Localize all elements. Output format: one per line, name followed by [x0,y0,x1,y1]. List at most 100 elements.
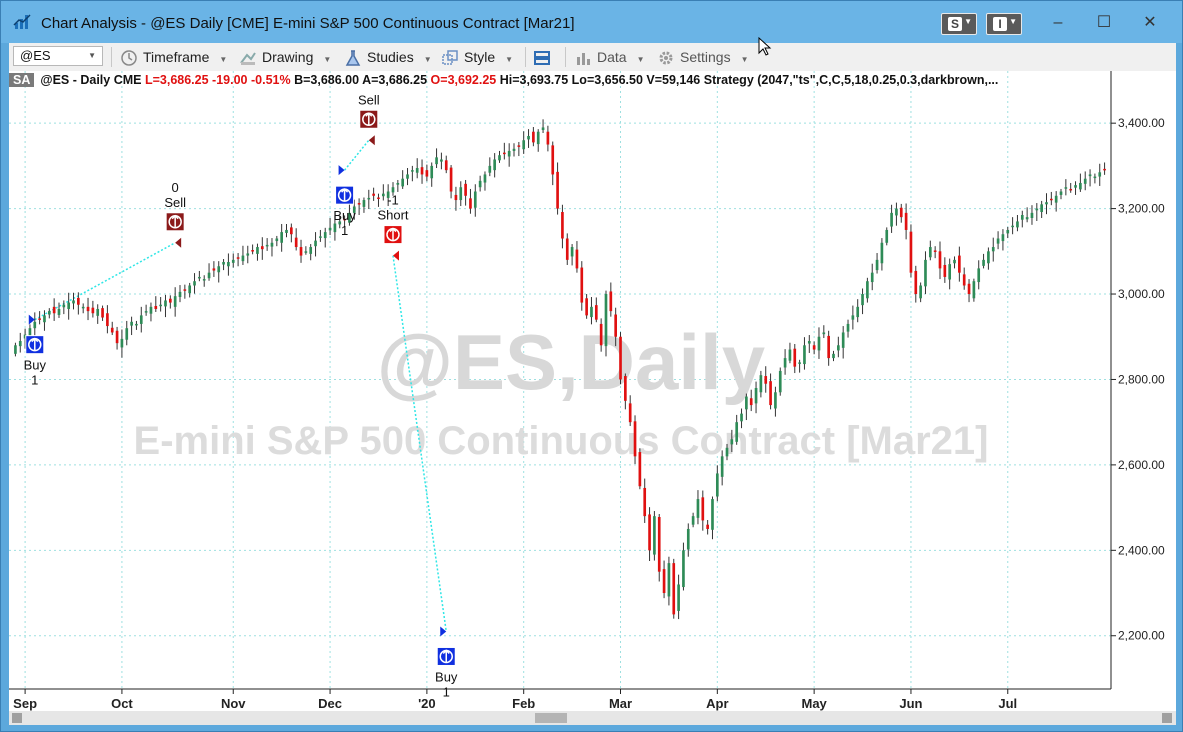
candle-up [948,264,952,280]
chevron-down-icon: ▼ [323,55,332,64]
studies-menu[interactable]: Studies ▼ [344,47,432,67]
clock-icon [121,50,137,67]
candle-up [972,281,976,299]
candle-down [899,207,903,218]
exit-arrow-icon [392,250,399,261]
maximize-button[interactable]: ☐ [1096,14,1112,31]
signal-label: Sell [358,92,380,107]
time-tick-label: Nov [221,696,246,711]
close-button[interactable]: ✕ [1143,14,1157,31]
candles [14,119,1106,620]
title-bar[interactable]: Chart Analysis - @ES Daily [CME] E-mini … [1,1,1182,43]
candle-down [648,514,651,551]
entry-arrow-icon [440,626,447,637]
candle-down [827,335,830,359]
candle-down [372,193,375,196]
candle-down [614,314,617,337]
candle-up [841,332,845,348]
status-symbol: @ES - Daily CME [40,73,142,87]
symbol-selector[interactable]: @ES ▼ [13,46,103,66]
candle-down [154,305,158,309]
candle-up [832,353,835,359]
candle-up [473,191,477,208]
candle-down [628,403,632,423]
candle-down [52,306,56,314]
time-tick-label: Jun [899,696,922,711]
candle-down [609,291,613,312]
candle-up [227,261,230,267]
candle-up [323,232,327,239]
i-menu-button[interactable]: I ▼ [986,13,1022,35]
candle-down [749,398,753,406]
time-axis[interactable]: Sep Oct Nov Dec '20 Feb Mar Apr May Jun Jul [13,689,1017,711]
price-axis[interactable]: 3,400.00 3,200.00 3,000.00 2,800.00 2,600.00… [1111,116,1165,643]
candle-up [720,456,724,477]
scroll-left-arrow-icon[interactable] [12,713,22,723]
drawing-menu[interactable]: Drawing ▼ [239,47,331,67]
candle-up [759,375,763,393]
candle-down [599,323,603,346]
horizontal-scrollbar[interactable] [9,711,1176,725]
candle-up [1001,234,1005,242]
candle-down [1050,198,1053,201]
candle-down [343,218,346,221]
candle-up [241,255,245,262]
candle-up [851,315,855,320]
status-change: -19.00 [212,73,248,87]
candle-down [503,152,506,155]
s-menu-button[interactable]: S ▼ [941,13,977,35]
timeframe-menu[interactable]: Timeframe ▼ [120,47,227,67]
candle-up [653,516,656,555]
status-strategy: Strategy (2047,"ts",C,C,5,18,0.25,0.3,da… [703,73,999,87]
chart-area[interactable]: @ES,Daily E-mini S&P 500 Continuous Cont… [9,71,1176,725]
candle-up [130,321,133,326]
candle-up [435,157,438,165]
price-chart[interactable]: @ES,Daily E-mini S&P 500 Continuous Cont… [9,71,1176,725]
time-tick-label: Jul [998,696,1017,711]
status-open: O=3,692.25 [430,73,497,87]
candle-up [381,193,385,197]
candle-up [193,281,196,286]
candle-up [880,242,884,264]
trade-lines [34,139,447,632]
candle-up [198,276,201,279]
candle-up [740,413,743,422]
candle-down [91,307,95,314]
candle-down [212,268,216,271]
signal-qty: -1 [387,193,399,208]
candle-up [696,499,700,518]
data-menu[interactable]: Data ▼ [574,47,645,67]
panes-button[interactable] [533,47,556,67]
candle-up [861,294,864,306]
candle-down [299,247,303,256]
candle-down [643,487,647,517]
marker-arrow-icon [442,649,450,663]
marker-arrow-icon [389,227,397,241]
candle-up [783,358,787,368]
chevron-down-icon: ▼ [505,55,514,64]
candle-up [1059,191,1063,195]
scrollbar-thumb[interactable] [535,713,567,723]
status-low: Lo=3,656.50 [571,73,643,87]
candle-down [38,318,41,320]
candle-up [319,236,322,238]
trade-connector-line [34,242,176,321]
price-tick-label: 3,200.00 [1118,202,1165,216]
settings-menu[interactable]: Settings ▼ [657,47,749,67]
candle-down [812,345,816,350]
candle-up [135,323,138,326]
candle-up [1088,174,1092,177]
candle-up [604,294,608,347]
candle-up [144,311,148,313]
minimize-button[interactable]: – [1053,14,1063,31]
time-tick-label: Sep [13,696,37,711]
signal-label: Short [377,208,408,223]
scroll-right-arrow-icon[interactable] [1162,713,1172,723]
status-ask: A=3,686.25 [362,73,428,87]
style-menu[interactable]: Style ▼ [441,47,513,67]
candle-up [885,229,889,243]
gear-icon [659,51,673,65]
candle-up [590,306,593,318]
candle-down [86,306,90,312]
candle-down [251,250,254,252]
